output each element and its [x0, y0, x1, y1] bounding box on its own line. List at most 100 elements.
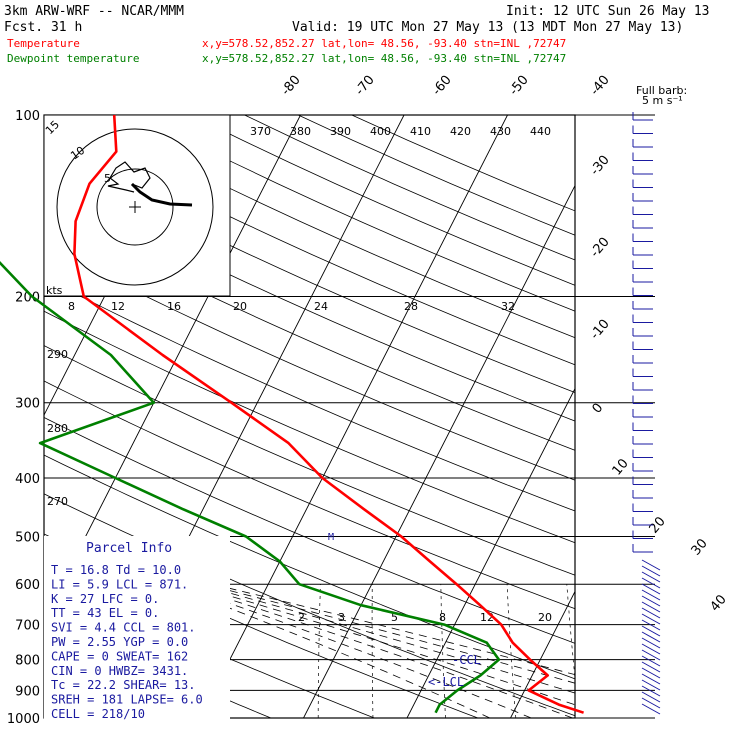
pressure-tick-label: 400	[15, 472, 40, 487]
pressure-tick-label: 100	[15, 109, 40, 124]
hodograph-ring-label: 5	[104, 172, 111, 185]
mixing-ratio-line	[371, 584, 374, 718]
wind-barb	[641, 661, 661, 673]
temperature-tick-label: 30	[689, 536, 711, 558]
wind-barb	[641, 655, 661, 667]
sounding-profiles: -CCL <-LCL M	[0, 114, 585, 714]
pressure-tick-label: 900	[15, 684, 40, 699]
moist-adiabat-label: 16	[167, 300, 181, 313]
temperature-tick-label: -20	[588, 235, 613, 261]
temperature-tick-label: -30	[588, 153, 613, 179]
moist-adiabat-label: 12	[111, 300, 125, 313]
wind-barb	[641, 577, 661, 589]
forecast-hour: Fcst. 31 h	[4, 20, 82, 35]
parcel-title: Parcel Info	[86, 541, 172, 556]
moist-adiabat	[44, 542, 575, 706]
theta-label: 430	[490, 125, 511, 138]
theta-label: 420	[450, 125, 471, 138]
dry-adiabat	[44, 244, 575, 481]
temperature-tick-label: -50	[507, 73, 532, 99]
parcel-row: LI = 5.9 LCL = 871.	[51, 577, 188, 591]
mixing-ratio-label: 5	[391, 611, 398, 624]
moist-adiabat-label: 28	[404, 300, 418, 313]
temperature-legend: Temperature	[7, 37, 80, 50]
hodograph-frame	[43, 114, 231, 297]
isotherm-line	[199, 115, 508, 718]
moist-adiabat-label: 24	[314, 300, 328, 313]
wind-barb	[641, 679, 661, 691]
wind-barb	[641, 601, 661, 613]
parcel-row: K = 27 LFC = 0.	[51, 592, 159, 606]
pressure-tick-label: 800	[15, 654, 40, 669]
theta-label: 380	[290, 125, 311, 138]
parcel-row: CIN = 0 HWBZ= 3431.	[51, 664, 188, 678]
parcel-row: SREH = 181 LAPSE= 6.0	[51, 693, 203, 707]
theta-left-label: 290	[47, 348, 68, 361]
theta-label: 440	[530, 125, 551, 138]
dry-adiabat	[44, 417, 575, 644]
parcel-row: T = 16.8 Td = 10.0	[51, 563, 181, 577]
temperature-profile	[73, 114, 585, 714]
moist-adiabat-label: 8	[68, 300, 75, 313]
plot-frame	[43, 114, 576, 719]
wind-barb	[641, 613, 661, 625]
dry-adiabat	[44, 212, 575, 451]
dry-adiabat	[44, 454, 575, 680]
hodograph-ring	[56, 128, 214, 286]
dry-adiabat	[190, 115, 575, 286]
valid-time: Valid: 19 UTC Mon 27 May 13 (13 MDT Mon …	[292, 20, 683, 35]
parcel-row: TT = 43 EL = 0.	[51, 606, 159, 620]
skewt-grid	[43, 114, 740, 719]
mixing-ratio-label: 2	[298, 611, 305, 624]
dry-adiabat	[44, 121, 575, 366]
temperature-tick-label: -80	[279, 73, 304, 99]
lcl-marker: <-LCL	[428, 675, 464, 689]
wind-barb	[641, 559, 661, 571]
wind-barb	[641, 565, 661, 577]
mixing-ratio-label: 8	[439, 611, 446, 624]
wind-barb	[641, 631, 661, 643]
wind-barb	[641, 619, 661, 631]
barb-legend-line1: Full barb:	[636, 84, 687, 97]
dry-adiabat	[351, 115, 575, 212]
wind-barb	[641, 673, 661, 685]
theta-label: 400	[370, 125, 391, 138]
wind-barb	[641, 595, 661, 607]
theta-label: 390	[330, 125, 351, 138]
wind-barb	[641, 697, 661, 709]
parcel-row: Tc = 22.2 SHEAR= 13.	[51, 678, 196, 692]
pressure-tick-label: 600	[15, 578, 40, 593]
temperature-tick-label: 40	[708, 592, 730, 614]
temperature-tick-label: 10	[610, 456, 632, 478]
wind-barb	[641, 703, 661, 715]
hodograph-ring	[96, 168, 174, 246]
temperature-tick-label: -40	[588, 73, 613, 99]
hodograph-trace-bold	[130, 182, 193, 207]
isotherm-line	[718, 115, 740, 718]
parcel-row: CELL = 218/10	[51, 707, 145, 721]
theta-label: 370	[250, 125, 271, 138]
mixing-ratio-line	[566, 584, 575, 682]
dry-adiabat	[44, 345, 575, 576]
dry-adiabat	[244, 115, 575, 261]
wind-barb	[641, 649, 661, 661]
init-time: Init: 12 UTC Sun 26 May 13	[506, 4, 710, 19]
wind-barb	[641, 607, 661, 619]
mixing-ratio-label: 3	[338, 611, 345, 624]
dewpoint-legend: Dewpoint temperature	[7, 52, 139, 65]
wind-barb	[641, 625, 661, 637]
pressure-tick-label: 1000	[7, 712, 40, 727]
wind-barbs	[632, 112, 661, 715]
mixing-ratio-label: 20	[538, 611, 552, 624]
dewpoint-profile	[0, 260, 501, 714]
dry-adiabat	[44, 310, 575, 544]
dry-adiabat	[44, 277, 575, 512]
dry-adiabat	[44, 151, 575, 393]
theta-left-label: 280	[47, 422, 68, 435]
dry-adiabat	[44, 380, 575, 610]
isotherm-line	[406, 387, 575, 718]
wind-barb	[641, 637, 661, 649]
mixing-ratio-line	[317, 584, 321, 718]
